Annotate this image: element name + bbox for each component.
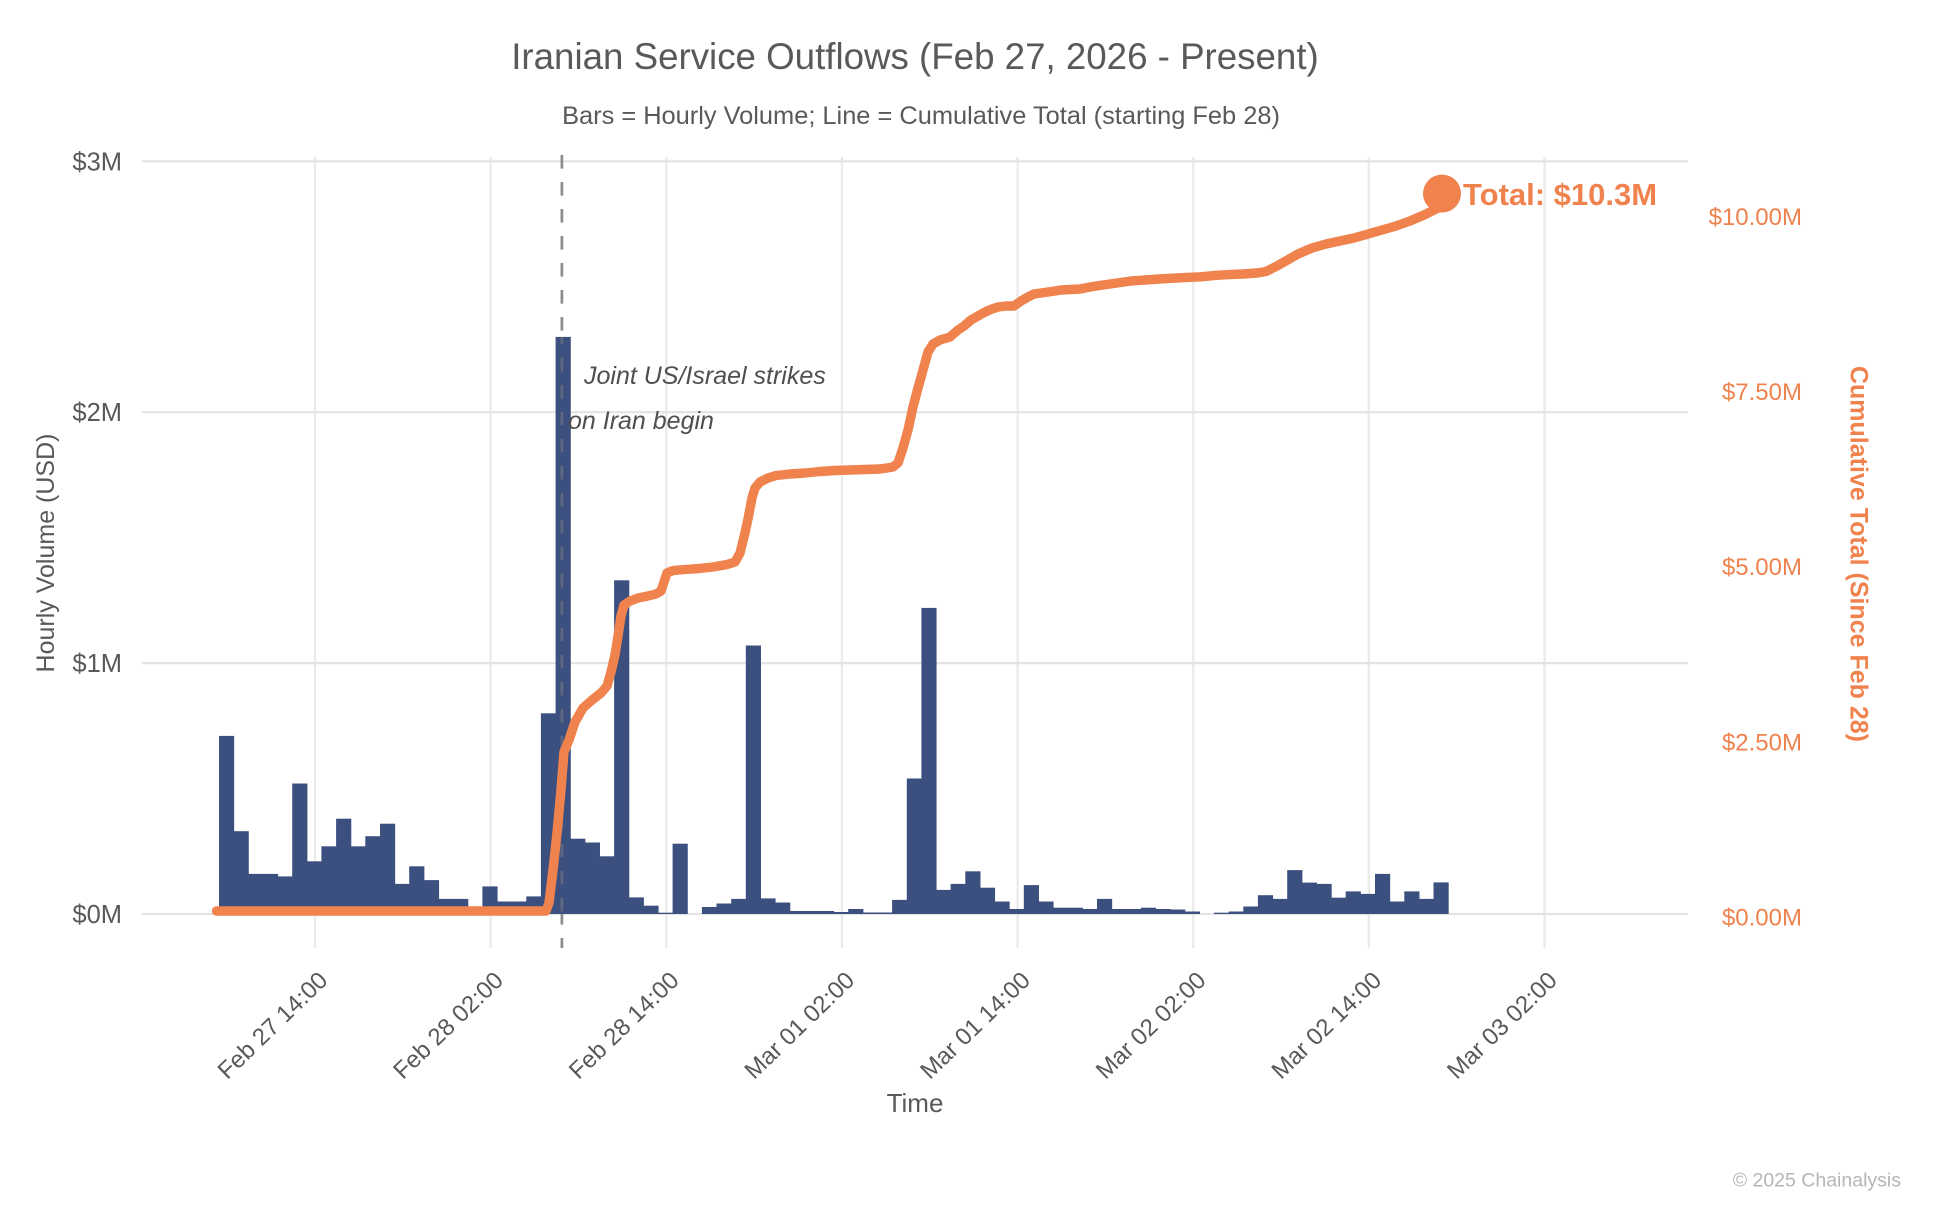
svg-text:$7.50M: $7.50M bbox=[1722, 379, 1802, 406]
svg-text:on Iran begin: on Iran begin bbox=[568, 407, 714, 435]
svg-text:© 2025 Chainalysis: © 2025 Chainalysis bbox=[1733, 1170, 1902, 1192]
svg-text:Cumulative Total (Since Feb 28: Cumulative Total (Since Feb 28) bbox=[1845, 366, 1873, 742]
svg-text:Hourly Volume (USD): Hourly Volume (USD) bbox=[32, 434, 60, 673]
svg-text:$0M: $0M bbox=[72, 901, 122, 929]
svg-text:$2M: $2M bbox=[72, 399, 122, 427]
svg-text:Joint US/Israel strikes: Joint US/Israel strikes bbox=[583, 362, 826, 390]
svg-text:$5.00M: $5.00M bbox=[1722, 554, 1802, 581]
svg-text:Total: $10.3M: Total: $10.3M bbox=[1463, 177, 1657, 212]
svg-text:Time: Time bbox=[887, 1088, 944, 1118]
svg-text:$1M: $1M bbox=[72, 650, 122, 678]
svg-text:Iranian Service Outflows (Feb: Iranian Service Outflows (Feb 27, 2026 -… bbox=[511, 36, 1319, 77]
svg-text:$0.00M: $0.00M bbox=[1722, 905, 1802, 932]
svg-text:$3M: $3M bbox=[72, 148, 122, 176]
svg-text:$10.00M: $10.00M bbox=[1709, 204, 1802, 231]
svg-text:Bars = Hourly Volume; Line = C: Bars = Hourly Volume; Line = Cumulative … bbox=[562, 102, 1280, 130]
svg-text:$2.50M: $2.50M bbox=[1722, 729, 1802, 756]
